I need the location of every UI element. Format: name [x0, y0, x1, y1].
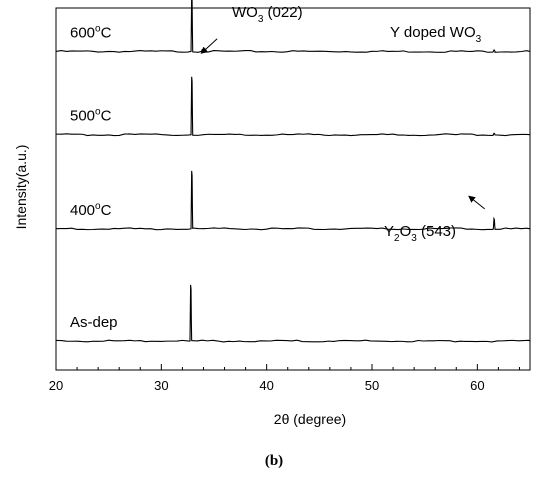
series-label: 600oC — [70, 23, 112, 41]
annotation-y2o3: Y2O3 (543) — [384, 223, 456, 244]
x-tick-label: 20 — [49, 378, 63, 393]
series-label: 400oC — [70, 201, 112, 219]
annotation-arrow — [468, 195, 486, 210]
x-tick-label: 40 — [259, 378, 273, 393]
series-line — [55, 0, 531, 53]
series-labels: 600oC 500oC 400oC As-dep — [70, 23, 118, 331]
y-axis-title: Intensity(a.u.) — [13, 145, 29, 230]
series-group — [55, 0, 531, 343]
x-tick-label: 60 — [470, 378, 484, 393]
chart-title: Y doped WO3 — [390, 24, 482, 45]
series-line — [55, 76, 531, 137]
series-line — [55, 170, 531, 231]
x-tick-label: 30 — [154, 378, 168, 393]
annotation-arrow — [200, 38, 218, 54]
plot-frame — [55, 7, 531, 371]
annotations: WO3 (022) Y2O3 (543) — [200, 4, 486, 244]
annotation-wo3: WO3 (022) — [232, 4, 303, 25]
x-axis-title: 2θ (degree) — [274, 411, 346, 427]
x-axis-ticks: 20 30 40 50 60 — [49, 364, 520, 393]
series-line — [55, 284, 531, 343]
plot-border — [55, 7, 531, 371]
figure-caption: (b) — [265, 453, 283, 469]
series-label: 500oC — [70, 107, 112, 125]
series-label: As-dep — [70, 314, 118, 331]
x-tick-label: 50 — [365, 378, 379, 393]
